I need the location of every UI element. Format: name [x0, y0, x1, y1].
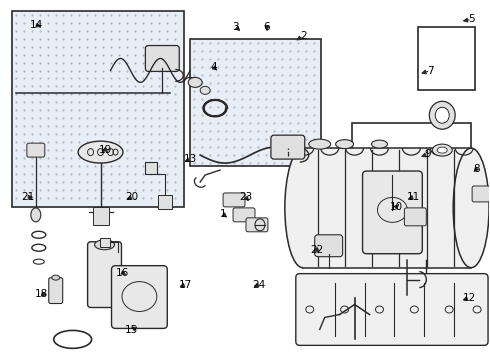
- Text: 3: 3: [232, 22, 239, 32]
- Bar: [352, 123, 470, 235]
- Bar: [146, 162, 157, 174]
- Text: 6: 6: [264, 22, 270, 32]
- FancyBboxPatch shape: [363, 171, 422, 254]
- FancyBboxPatch shape: [246, 218, 268, 232]
- FancyBboxPatch shape: [49, 278, 63, 303]
- FancyBboxPatch shape: [27, 143, 45, 157]
- Text: 9: 9: [425, 149, 431, 159]
- Bar: [303, 148, 471, 268]
- Text: 17: 17: [179, 280, 192, 290]
- Ellipse shape: [429, 101, 455, 129]
- Ellipse shape: [188, 77, 202, 87]
- Bar: [99, 238, 110, 247]
- Ellipse shape: [371, 140, 388, 148]
- Text: 20: 20: [125, 192, 138, 202]
- FancyBboxPatch shape: [112, 266, 167, 328]
- Text: 16: 16: [115, 267, 128, 278]
- Bar: [158, 195, 172, 209]
- Text: 2: 2: [300, 31, 307, 41]
- Bar: [190, 40, 320, 166]
- Bar: [93, 207, 108, 225]
- Text: 14: 14: [29, 20, 43, 30]
- Text: 11: 11: [407, 192, 420, 202]
- FancyBboxPatch shape: [223, 193, 245, 207]
- Text: 12: 12: [463, 293, 476, 303]
- Text: 21: 21: [21, 192, 34, 202]
- Text: 23: 23: [239, 192, 253, 202]
- Bar: [418, 27, 475, 90]
- FancyBboxPatch shape: [146, 45, 179, 71]
- Text: 15: 15: [125, 325, 138, 335]
- Ellipse shape: [453, 148, 489, 268]
- Text: 10: 10: [390, 202, 403, 212]
- FancyBboxPatch shape: [88, 242, 122, 307]
- Ellipse shape: [200, 86, 210, 94]
- FancyBboxPatch shape: [472, 186, 490, 202]
- Text: 13: 13: [184, 154, 197, 164]
- Text: 7: 7: [427, 66, 434, 76]
- Text: 4: 4: [210, 62, 217, 72]
- FancyBboxPatch shape: [296, 274, 488, 345]
- FancyBboxPatch shape: [404, 208, 426, 226]
- Ellipse shape: [78, 141, 123, 163]
- Text: 18: 18: [34, 289, 48, 299]
- Ellipse shape: [336, 140, 354, 149]
- FancyBboxPatch shape: [233, 208, 255, 222]
- Text: 19: 19: [99, 144, 113, 154]
- FancyBboxPatch shape: [315, 235, 343, 257]
- Ellipse shape: [31, 208, 41, 222]
- Text: 8: 8: [473, 163, 480, 174]
- Ellipse shape: [432, 144, 452, 156]
- Ellipse shape: [309, 139, 331, 149]
- Ellipse shape: [437, 147, 447, 153]
- Text: 22: 22: [311, 245, 324, 255]
- Ellipse shape: [285, 148, 321, 268]
- Ellipse shape: [435, 107, 449, 123]
- Text: 5: 5: [468, 14, 475, 24]
- Text: 1: 1: [220, 209, 226, 219]
- Ellipse shape: [52, 275, 60, 280]
- Ellipse shape: [95, 240, 115, 250]
- Text: 24: 24: [252, 280, 265, 290]
- Bar: [12, 11, 184, 207]
- FancyBboxPatch shape: [271, 135, 305, 159]
